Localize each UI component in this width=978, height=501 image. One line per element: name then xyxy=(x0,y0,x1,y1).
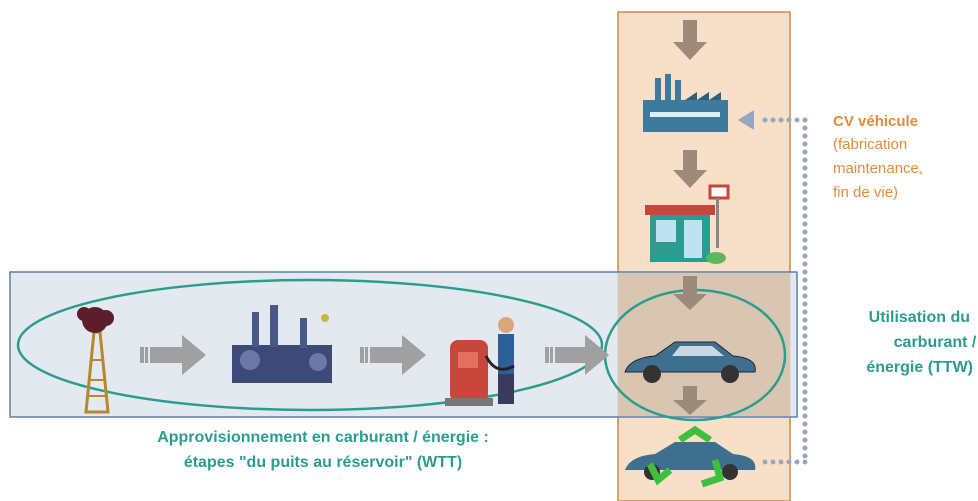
lifecycle-line: (fabrication xyxy=(833,136,907,153)
page: CV véhicule (fabrication maintenance, fi… xyxy=(0,0,978,501)
lifecycle-line: fin de vie) xyxy=(833,184,898,201)
ttw-label: Utilisation du xyxy=(869,309,970,326)
wtt-label: Approvisionnement en carburant / énergie… xyxy=(157,429,489,446)
diagram: CV véhicule (fabrication maintenance, fi… xyxy=(0,0,978,501)
ttw-label: énergie (TTW) xyxy=(866,359,973,376)
ttw-label: carburant / xyxy=(894,334,977,351)
wtt-label: étapes "du puits au réservoir" (WTT) xyxy=(184,454,462,471)
lifecycle-title: CV véhicule xyxy=(833,113,918,130)
lifecycle-line: maintenance, xyxy=(833,160,923,177)
